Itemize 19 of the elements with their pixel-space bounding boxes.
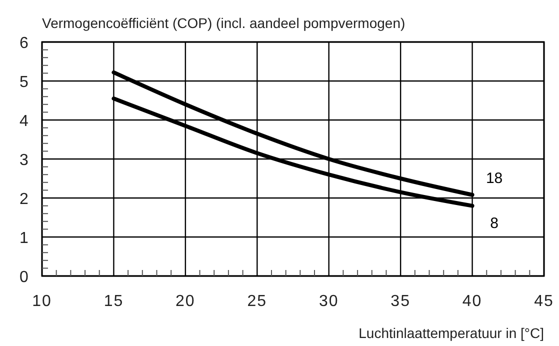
y-tick-label: 5 [20,74,29,91]
chart-title: Vermogencoëfficiënt (COP) (incl. aandeel pompvermogen) [42,15,406,31]
x-tick-label: 10 [32,293,52,310]
series-label: 18 [486,170,503,187]
x-tick-label: 45 [534,293,554,310]
y-tick-label: 4 [20,113,29,130]
x-tick-label: 20 [176,293,196,310]
y-tick-label: 2 [20,191,29,208]
x-axis-title: Luchtinlaattemperatuur in [°C] [358,325,544,341]
y-tick-label: 0 [20,269,29,286]
y-tick-label: 1 [20,230,29,247]
y-tick-label: 3 [20,152,29,169]
y-tick-label: 6 [20,35,29,52]
series-label: 8 [490,214,498,232]
x-tick-label: 40 [462,293,482,310]
x-tick-label: 35 [390,293,410,310]
x-tick-label: 30 [318,293,339,310]
x-tick-label: 25 [247,293,268,310]
x-tick-label: 15 [104,293,124,310]
